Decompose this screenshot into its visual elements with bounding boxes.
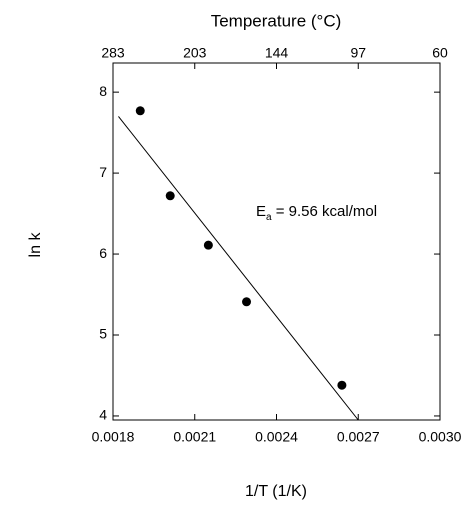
data-point (165, 191, 175, 201)
x2-tick-label: 97 (350, 45, 366, 61)
data-point (242, 297, 252, 307)
y-tick-label: 8 (99, 83, 107, 99)
x2-tick-label: 60 (432, 45, 448, 61)
y-tick-label: 7 (99, 164, 107, 180)
x-tick-label: 0.0024 (255, 429, 298, 445)
x2-tick-label: 144 (265, 45, 289, 61)
y-axis-label: ln k (27, 232, 44, 258)
x2-axis-label: Temperature (°C) (211, 11, 342, 30)
data-point (337, 380, 347, 390)
plot-frame (112, 62, 441, 421)
y-tick-label: 4 (99, 407, 107, 423)
fit-line (118, 116, 359, 421)
data-point (203, 240, 213, 250)
data-point (135, 106, 145, 116)
annotation-rest: = 9.56 kcal/mol (272, 203, 377, 220)
annotation-base: E (256, 203, 266, 220)
annotation: Ea = 9.56 kcal/mol (256, 203, 377, 223)
x-tick-label: 0.0021 (173, 429, 216, 445)
x-tick-label: 0.0018 (92, 429, 135, 445)
x-tick-label: 0.0030 (419, 429, 462, 445)
annotation-sub: a (266, 212, 272, 223)
y-tick-label: 6 (99, 245, 107, 261)
x2-tick-label: 203 (183, 45, 207, 61)
x2-tick-label: 283 (101, 45, 125, 61)
x-tick-label: 0.0027 (337, 429, 380, 445)
y-tick-label: 5 (99, 326, 107, 342)
x-axis-label: 1/T (1/K) (245, 483, 307, 500)
